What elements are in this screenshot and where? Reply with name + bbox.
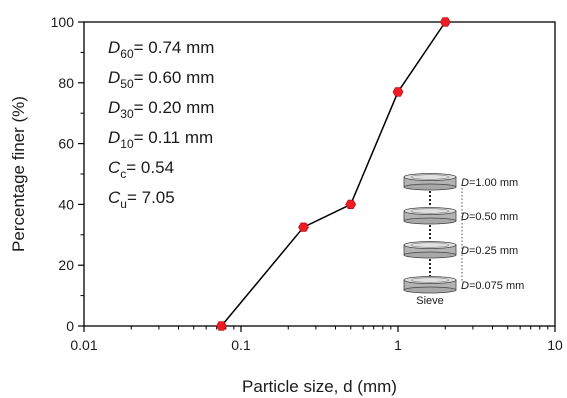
data-point xyxy=(439,17,451,27)
x-tick-label: 0.1 xyxy=(231,337,251,353)
data-point xyxy=(298,222,309,232)
x-tick-label: 10 xyxy=(547,337,563,353)
annotation-line: D50= 0.60 mm xyxy=(108,68,214,91)
sieve-mesh xyxy=(410,242,450,248)
y-tick-label: 20 xyxy=(58,257,74,273)
y-tick-label: 60 xyxy=(58,136,74,152)
sieve-icon xyxy=(403,173,457,191)
annotation-value: = 0.74 mm xyxy=(134,38,215,57)
sieve-symbol: D xyxy=(461,177,469,189)
x-axis-title: Particle size, d (mm) xyxy=(242,377,397,396)
sieve-icon xyxy=(403,276,457,294)
y-tick-label: 100 xyxy=(51,14,75,30)
annotation-subscript: 60 xyxy=(120,47,134,61)
sieve-bottom xyxy=(403,251,457,259)
annotation-value: = 0.11 mm xyxy=(134,128,214,147)
y-tick-label: 40 xyxy=(58,196,74,212)
sieve-symbol: D xyxy=(461,280,469,292)
sieve-size-label: D=0.25 mm xyxy=(461,245,518,257)
annotation-line: D10= 0.11 mm xyxy=(108,128,213,151)
annotation-line: D30= 0.20 mm xyxy=(108,98,214,121)
annotation-subscript: 30 xyxy=(120,107,134,121)
annotation-value: = 7.05 xyxy=(127,188,175,207)
sieve-symbol: D xyxy=(461,245,469,257)
sieve-bottom xyxy=(403,183,457,191)
sieve-size-label: D=0.50 mm xyxy=(461,211,518,223)
annotation-value: = 0.54 xyxy=(126,158,174,177)
y-axis-title: Percentage finer (%) xyxy=(9,96,28,252)
annotation-symbol: D xyxy=(108,98,120,117)
annotation-value: = 0.60 mm xyxy=(134,68,215,87)
data-point xyxy=(345,199,357,209)
annotation-symbol: C xyxy=(108,158,121,177)
x-tick-label: 1 xyxy=(394,337,402,353)
annotation-line: Cu= 7.05 xyxy=(108,188,175,211)
sieve-icon xyxy=(403,241,457,259)
annotation-line: Cc= 0.54 xyxy=(108,158,174,181)
data-point xyxy=(392,87,404,97)
annotation-symbol: D xyxy=(108,38,120,57)
annotation-subscript: c xyxy=(120,167,126,181)
sieve-icon xyxy=(403,207,457,225)
annotation-line: D60= 0.74 mm xyxy=(108,38,214,61)
sieve-size-value: =0.50 mm xyxy=(469,211,518,223)
x-tick-label: 0.01 xyxy=(70,337,97,353)
annotation-value: = 0.20 mm xyxy=(134,98,215,117)
sieve-bottom xyxy=(403,217,457,225)
sieve-inset: D=1.00 mmD=0.50 mmD=0.25 mmD=0.075 mmSie… xyxy=(403,173,524,307)
sieve-size-value: =0.075 mm xyxy=(469,280,524,292)
annotation-subscript: u xyxy=(120,197,127,211)
y-tick-label: 0 xyxy=(66,318,74,334)
sieve-mesh xyxy=(410,277,450,283)
annotation-subscript: 10 xyxy=(120,137,134,151)
sieve-size-value: =0.25 mm xyxy=(469,245,518,257)
annotation-symbol: C xyxy=(108,188,121,207)
sieve-mesh xyxy=(410,208,450,214)
sieve-size-value: =1.00 mm xyxy=(469,177,518,189)
sieve-bottom xyxy=(403,286,457,294)
data-point xyxy=(216,321,227,331)
plot-area xyxy=(216,17,451,331)
annotation-symbol: D xyxy=(108,128,120,147)
sieve-size-label: D=0.075 mm xyxy=(461,280,524,292)
y-tick-label: 80 xyxy=(58,75,74,91)
annotation-subscript: 50 xyxy=(120,77,134,91)
annotation-symbol: D xyxy=(108,68,120,87)
sieve-mesh xyxy=(410,174,450,180)
sieve-caption: Sieve xyxy=(416,295,444,307)
sieve-size-label: D=1.00 mm xyxy=(461,177,518,189)
sieve-symbol: D xyxy=(461,211,469,223)
